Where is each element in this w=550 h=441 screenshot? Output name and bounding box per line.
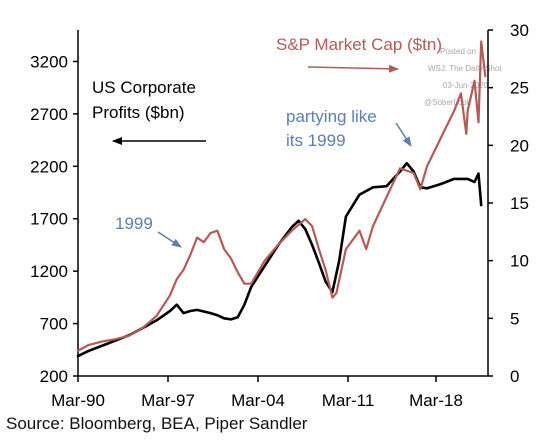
left-tick-label: 1200 xyxy=(30,262,68,281)
left-tick-label: 3200 xyxy=(30,52,68,71)
sp-series-arrow xyxy=(307,64,399,73)
x-tick-label: Mar-90 xyxy=(51,391,105,410)
partying-arrow xyxy=(395,122,412,147)
series-line-corporate-profits xyxy=(76,161,483,358)
left-series-label-line-2: Profits ($bn) xyxy=(92,103,185,122)
x-tick-label: Mar-04 xyxy=(231,391,285,410)
watermark-line-2: WSJ: The Daily Shot xyxy=(428,64,502,73)
watermark-line-1: Posted on xyxy=(440,47,476,56)
left-axis-ticks: 200 700 1200 1700 2200 2700 3200 xyxy=(30,52,78,386)
right-tick-label: 15 xyxy=(510,194,529,213)
x-tick-label: Mar-18 xyxy=(409,391,463,410)
watermark-line-3: 03-Jun-2020 xyxy=(443,81,488,90)
left-tick-label: 1700 xyxy=(30,210,68,229)
right-tick-label: 30 xyxy=(510,21,529,40)
sp-series-label: S&P Market Cap ($tn) xyxy=(276,35,442,54)
partying-label-line-1: partying like xyxy=(286,107,377,126)
left-tick-label: 200 xyxy=(40,367,68,386)
right-axis-ticks: 0 5 10 15 20 25 30 xyxy=(488,21,529,386)
right-tick-label: 25 xyxy=(510,79,529,98)
x-tick-label: Mar-11 xyxy=(322,391,375,410)
right-tick-label: 20 xyxy=(510,136,529,155)
source-note: Source: Bloomberg, BEA, Piper Sandler xyxy=(6,414,308,433)
x-tick-label: Mar-97 xyxy=(141,391,195,410)
right-tick-label: 0 xyxy=(510,367,519,386)
left-tick-label: 2200 xyxy=(30,157,68,176)
left-series-label-line-1: US Corporate xyxy=(92,78,196,97)
right-tick-label: 10 xyxy=(510,252,529,271)
left-tick-label: 2700 xyxy=(30,105,68,124)
arrow-1999 xyxy=(157,231,182,248)
x-axis-ticks: Mar-90 Mar-97 Mar-04 Mar-11 Mar-18 xyxy=(51,376,463,410)
series-line-sp-market-cap xyxy=(76,40,487,352)
left-tick-label: 700 xyxy=(40,315,68,334)
right-tick-label: 5 xyxy=(510,309,519,328)
watermark-line-4: @SoberLook xyxy=(424,98,472,107)
label-1999: 1999 xyxy=(115,214,153,233)
partying-label-line-2: its 1999 xyxy=(286,131,346,150)
annotations: US Corporate Profits ($bn) S&P Market Ca… xyxy=(92,35,442,248)
series-layer xyxy=(76,40,487,358)
watermark: Posted on WSJ: The Daily Shot 03-Jun-202… xyxy=(424,47,502,107)
